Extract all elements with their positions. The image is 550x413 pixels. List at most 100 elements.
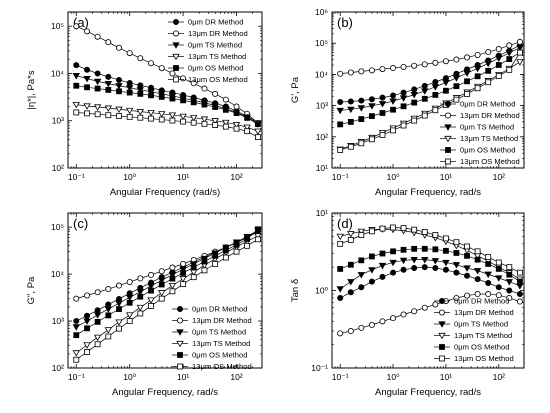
legend-entry: 0μm TS Method <box>188 41 242 50</box>
data-point <box>379 250 386 257</box>
data-point <box>126 79 133 86</box>
data-point <box>347 143 354 150</box>
x-tick-label: 10⁻¹ <box>68 172 85 182</box>
series-2 <box>336 45 524 115</box>
data-point <box>379 94 386 101</box>
legend-marker <box>172 42 180 49</box>
data-point <box>421 95 428 102</box>
data-point <box>94 33 101 40</box>
data-point <box>180 281 187 288</box>
x-tick-label: 10² <box>493 172 505 182</box>
legend-entry: 0μm TS Method <box>460 123 514 132</box>
data-point <box>105 312 112 319</box>
data-point <box>495 62 502 68</box>
data-point <box>337 295 344 302</box>
data-point <box>390 248 396 255</box>
data-point <box>432 265 439 272</box>
data-point <box>421 257 429 264</box>
data-point <box>84 325 90 332</box>
legend-entry: 13μm TS Method <box>188 52 246 61</box>
data-point <box>400 122 407 129</box>
series-1 <box>73 227 261 302</box>
data-point <box>464 78 470 85</box>
data-point <box>400 311 407 318</box>
legend-entry: 0μm DR Method <box>460 100 515 109</box>
data-point <box>357 105 366 112</box>
data-point <box>94 70 101 77</box>
data-point <box>337 147 344 153</box>
data-point <box>158 65 165 72</box>
data-point <box>485 49 492 56</box>
data-point <box>368 278 375 285</box>
data-point <box>453 96 460 103</box>
data-point <box>358 140 365 147</box>
data-point <box>410 257 418 264</box>
y-axis-title: Tan δ <box>290 279 301 302</box>
data-point <box>421 245 428 252</box>
data-point <box>137 55 144 62</box>
series-4 <box>73 82 261 127</box>
data-point <box>190 99 197 106</box>
data-point <box>411 99 418 106</box>
data-point <box>222 254 229 261</box>
data-point <box>94 85 101 92</box>
data-point <box>169 117 176 124</box>
data-point <box>506 271 513 278</box>
data-point <box>179 266 187 274</box>
x-axis-title: Angular Frequency (rad/s) <box>110 187 220 198</box>
data-point <box>432 59 439 66</box>
series-4 <box>73 226 261 339</box>
data-point <box>180 270 187 276</box>
data-point <box>180 260 187 267</box>
y-axis-title: G', Pa <box>290 76 301 103</box>
data-point <box>464 243 470 250</box>
data-point <box>126 113 133 120</box>
x-tick-label: 10⁰ <box>123 172 136 182</box>
series-5 <box>337 49 523 153</box>
plot-frame <box>331 11 525 169</box>
data-point <box>233 125 240 132</box>
data-point <box>168 272 177 279</box>
data-point <box>126 89 133 96</box>
data-point <box>453 269 460 276</box>
data-point <box>400 103 407 110</box>
data-point <box>168 282 177 290</box>
data-point <box>73 109 80 116</box>
data-point <box>148 287 154 294</box>
chart-panel-d: 10⁻¹ 10⁰ 10¹ 10² 10⁻¹ 10⁰ 10¹ Angular Frequency… <box>290 208 525 398</box>
data-point <box>411 308 418 315</box>
data-point <box>369 228 375 235</box>
data-point <box>485 291 492 298</box>
x-tick-label: 10⁰ <box>387 172 400 182</box>
data-point <box>473 268 482 275</box>
data-point <box>73 23 80 30</box>
data-point <box>72 324 80 331</box>
data-point <box>73 356 80 363</box>
y-tick-label: 10¹ <box>316 208 328 218</box>
data-point <box>399 95 408 102</box>
data-point <box>115 300 123 307</box>
data-point <box>105 73 112 80</box>
data-point <box>233 248 240 255</box>
plot-frame <box>67 212 263 369</box>
data-point <box>389 259 397 267</box>
data-point <box>505 50 513 57</box>
data-point <box>190 274 197 281</box>
data-point <box>158 277 166 285</box>
data-point <box>474 73 481 80</box>
data-point <box>516 59 524 66</box>
data-point <box>158 295 165 302</box>
data-point <box>337 330 344 337</box>
data-point <box>73 82 80 89</box>
data-point <box>148 60 155 67</box>
data-point <box>379 132 386 138</box>
data-point <box>411 265 418 272</box>
data-point <box>105 112 112 119</box>
data-point <box>432 92 439 98</box>
data-point <box>222 247 229 254</box>
data-point <box>201 85 208 92</box>
series-5 <box>73 109 261 141</box>
legend-entry: 0μm DR Method <box>188 18 243 27</box>
data-point <box>369 113 375 120</box>
legend-entry: 0μm TS Method <box>454 320 508 329</box>
